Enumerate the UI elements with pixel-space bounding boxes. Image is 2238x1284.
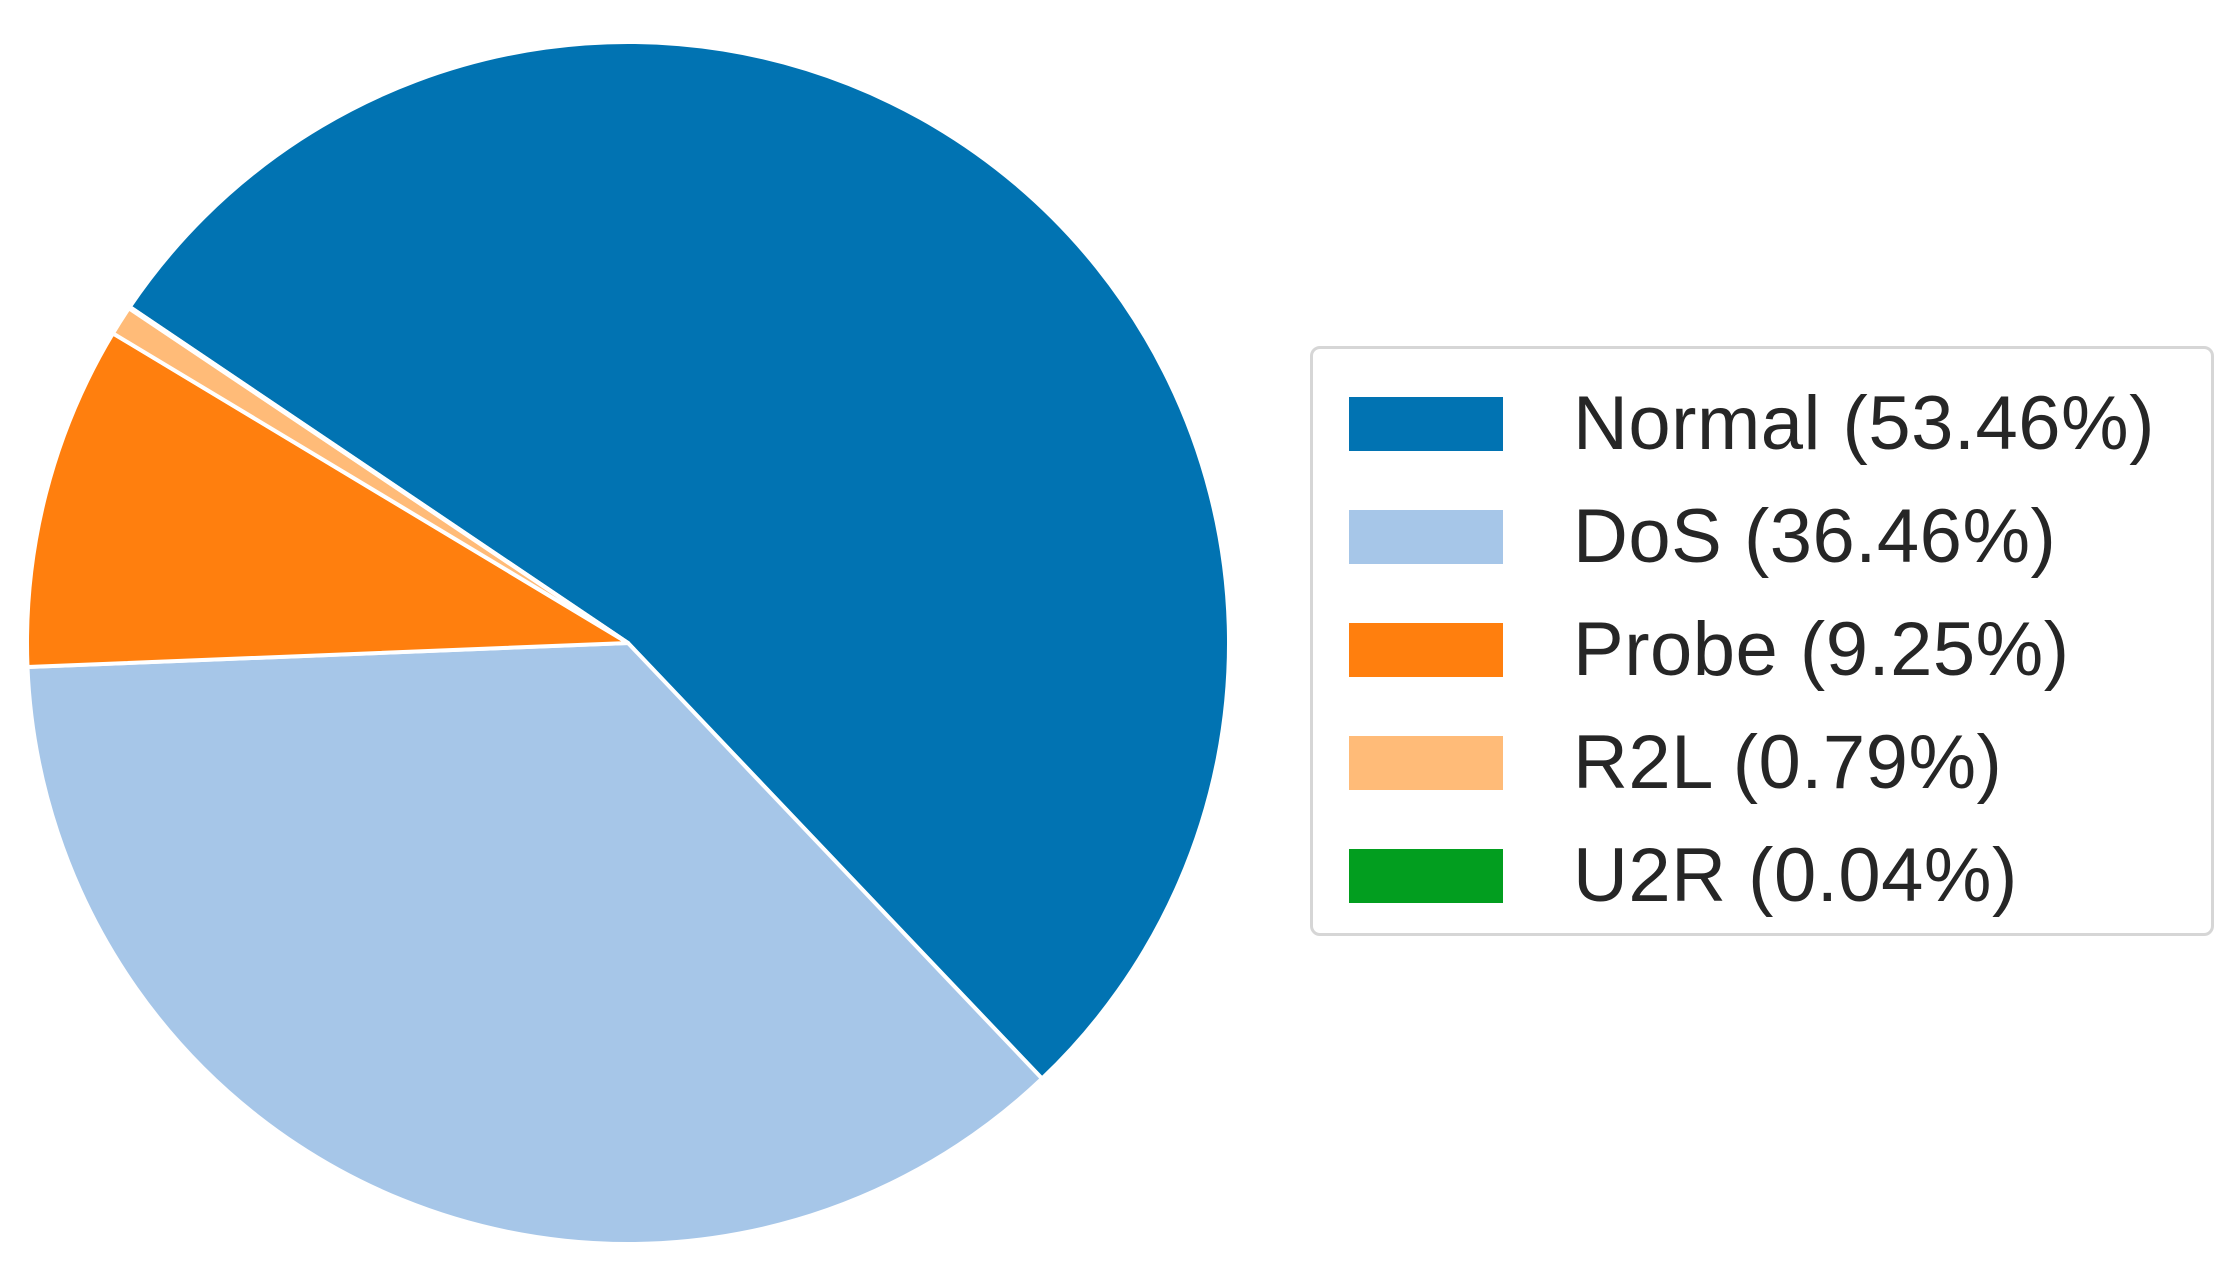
- legend-swatch-u2r: [1349, 848, 1503, 903]
- legend-item-r2l: R2L (0.79%): [1313, 706, 2211, 819]
- legend: Normal (53.46%) DoS (36.46%) Probe (9.25%)…: [1310, 346, 2214, 936]
- legend-swatch-probe: [1349, 622, 1503, 677]
- legend-item-normal: Normal (53.46%): [1313, 367, 2211, 480]
- pie-slice-u2r: [126, 304, 630, 645]
- pie-slice-normal: [127, 40, 1232, 1081]
- legend-label-dos: DoS (36.46%): [1573, 494, 2057, 579]
- legend-label-probe: Probe (9.25%): [1573, 607, 2070, 692]
- legend-label-r2l: R2L (0.79%): [1573, 720, 2003, 805]
- legend-item-u2r: U2R (0.04%): [1313, 819, 2211, 932]
- pie-slice-dos: [25, 641, 1045, 1246]
- pie-slices: [25, 40, 1232, 1246]
- legend-item-probe: Probe (9.25%): [1313, 593, 2211, 706]
- legend-label-u2r: U2R (0.04%): [1573, 833, 2018, 918]
- pie-slice-probe: [25, 331, 630, 669]
- legend-item-dos: DoS (36.46%): [1313, 480, 2211, 593]
- legend-label-normal: Normal (53.46%): [1573, 381, 2155, 466]
- legend-swatch-normal: [1349, 396, 1503, 451]
- legend-swatch-dos: [1349, 509, 1503, 564]
- legend-swatch-r2l: [1349, 735, 1503, 790]
